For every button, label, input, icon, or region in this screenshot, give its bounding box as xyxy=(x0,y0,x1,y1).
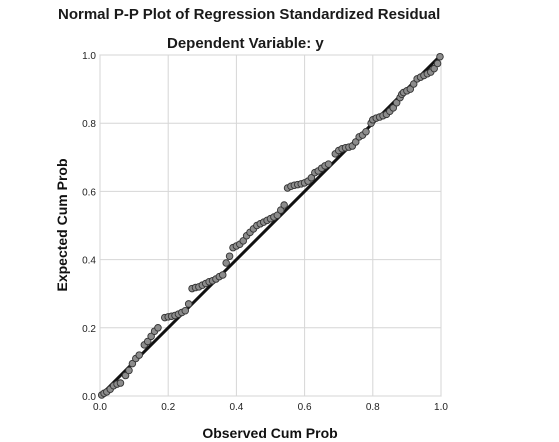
x-tick-label: 1.0 xyxy=(434,402,448,413)
data-point xyxy=(116,379,125,387)
y-tick-label: 1.0 xyxy=(82,51,96,62)
data-point xyxy=(362,127,370,136)
data-point xyxy=(409,80,418,88)
y-tick-label: 0.8 xyxy=(82,119,96,130)
tick-labels: 0.0 0.2 0.4 0.6 0.8 1.0 0.0 0.2 0.4 0.6 0.8 1.0 xyxy=(82,51,448,413)
data-point xyxy=(135,351,143,359)
data-point xyxy=(389,104,398,112)
data-point xyxy=(219,271,227,279)
chart-subtitle: Dependent Variable: y xyxy=(167,35,324,52)
data-point xyxy=(280,201,288,209)
x-axis-label: Observed Cum Prob xyxy=(202,425,337,441)
x-tick-label: 0.6 xyxy=(298,402,312,413)
data-point xyxy=(307,174,316,182)
grid xyxy=(99,54,442,397)
data-point xyxy=(154,324,162,332)
data-point xyxy=(436,52,444,61)
data-point xyxy=(352,138,360,146)
data-point xyxy=(147,332,155,341)
data-point xyxy=(273,211,282,220)
data-point xyxy=(430,64,438,73)
data-point xyxy=(239,237,247,245)
data-point xyxy=(324,160,333,168)
data-point xyxy=(181,307,189,315)
data-point xyxy=(406,85,415,93)
data-point xyxy=(433,59,442,68)
data-point xyxy=(128,359,137,368)
x-tick-label: 0.2 xyxy=(161,402,175,413)
data-point xyxy=(392,98,401,107)
data-point xyxy=(222,259,230,267)
y-tick-label: 0.0 xyxy=(82,392,96,403)
data-points xyxy=(97,52,444,399)
x-tick-label: 0.8 xyxy=(366,402,380,413)
y-tick-label: 0.4 xyxy=(82,256,96,267)
data-point xyxy=(276,206,285,214)
x-tick-label: 0.4 xyxy=(229,402,243,413)
data-point xyxy=(184,300,193,308)
data-point xyxy=(125,366,133,375)
chart-title: Normal P-P Plot of Regression Standardiz… xyxy=(58,6,441,23)
data-point xyxy=(225,252,234,260)
y-tick-label: 0.6 xyxy=(82,187,96,198)
y-axis-label: Expected Cum Prob xyxy=(54,158,70,291)
y-tick-label: 0.2 xyxy=(82,324,96,335)
x-tick-label: 0.0 xyxy=(93,402,107,413)
data-point xyxy=(121,371,130,380)
data-point xyxy=(143,337,152,346)
